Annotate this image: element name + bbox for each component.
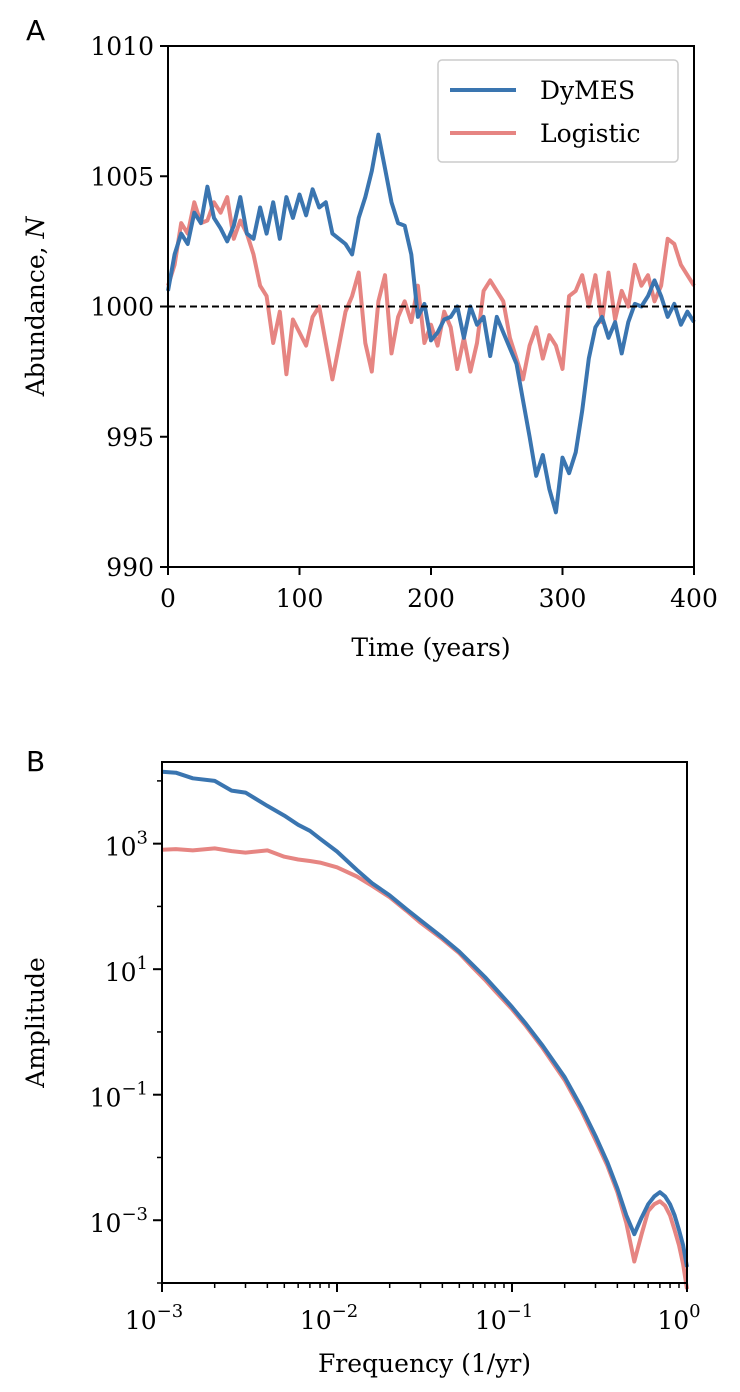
panel-b-letter: B: [26, 745, 45, 778]
y-tick-label: 1010: [90, 32, 154, 61]
x-tick-label: 300: [539, 584, 587, 613]
panel-a-x-axis-label: Time (years): [351, 633, 510, 662]
spectrum-line-dymes: [161, 769, 689, 1268]
tick-base: 10: [90, 1084, 122, 1113]
legend: DyMES Logistic: [437, 59, 679, 163]
series-line-logistic: [166, 195, 696, 382]
y-tick-label: 1000: [90, 293, 154, 322]
x-tick-label: 100: [657, 1301, 700, 1335]
panel-b-x-ticks: 10−3 10−2 10−1 100: [125, 1283, 701, 1335]
tick-exponent: 3: [137, 828, 148, 849]
y-tick-label: 1005: [90, 162, 154, 191]
tick-exponent: 1: [137, 953, 148, 974]
panel-b-minor-ticks: [157, 780, 680, 1288]
panel-a-series-group: [166, 132, 696, 515]
tick-base: 10: [475, 1306, 507, 1335]
y-tick-label: 10−1: [90, 1079, 148, 1113]
tick-exponent: 0: [689, 1301, 700, 1322]
x-tick-label: 200: [407, 584, 455, 613]
tick-base: 10: [105, 833, 137, 862]
legend-label-logistic: Logistic: [540, 119, 641, 148]
series-line-dymes: [166, 132, 696, 515]
y-axis-label-prefix: Abundance,: [21, 238, 50, 397]
x-tick-label: 0: [160, 584, 176, 613]
y-axis-label-variable: N: [21, 215, 50, 239]
tick-exponent: −2: [332, 1301, 359, 1322]
x-tick-label: 10−3: [125, 1301, 183, 1335]
x-tick-label: 400: [670, 584, 718, 613]
tick-base: 10: [300, 1306, 332, 1335]
x-tick-label: 10−2: [300, 1301, 358, 1335]
panel-b-axes-frame: [161, 761, 688, 1284]
tick-exponent: −3: [121, 1204, 148, 1225]
panel-b-series-group: [161, 769, 689, 1290]
y-tick-label: 990: [106, 553, 154, 582]
panel-a-chart: A 0 100 200 300 400 990 995 1000 1005 1010 Time …: [21, 14, 718, 662]
tick-base: 10: [125, 1306, 157, 1335]
spectrum-line-logistic: [161, 846, 689, 1290]
y-tick-label: 103: [105, 828, 148, 862]
panel-a-y-axis-label: Abundance, N: [21, 215, 50, 397]
x-tick-label: 10−1: [475, 1301, 533, 1335]
panel-a-y-ticks: 990 995 1000 1005 1010: [90, 32, 168, 582]
tick-base: 10: [90, 1209, 122, 1238]
y-tick-label: 10−3: [90, 1204, 148, 1238]
y-tick-label: 995: [106, 423, 154, 452]
panel-b-y-axis-label: Amplitude: [21, 957, 50, 1089]
y-tick-label: 101: [105, 953, 148, 987]
tick-exponent: −3: [157, 1301, 184, 1322]
panel-b-x-axis-label: Frequency (1/yr): [318, 1349, 531, 1378]
tick-base: 10: [105, 958, 137, 987]
panel-a-x-ticks: 0 100 200 300 400: [160, 567, 718, 613]
panel-a-letter: A: [26, 14, 45, 47]
x-tick-label: 100: [276, 584, 324, 613]
tick-base: 10: [657, 1306, 689, 1335]
tick-exponent: −1: [507, 1301, 534, 1322]
legend-label-dymes: DyMES: [540, 76, 635, 105]
legend-frame: [437, 59, 679, 163]
tick-exponent: −1: [121, 1079, 148, 1100]
